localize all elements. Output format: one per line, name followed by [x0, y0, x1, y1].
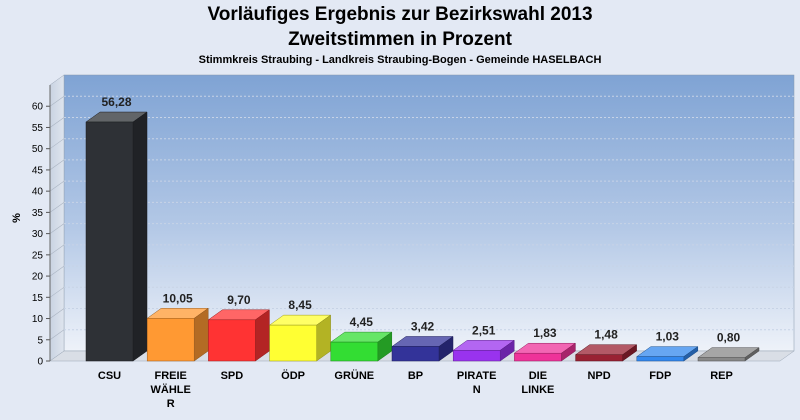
gridline-side	[49, 202, 65, 213]
gridline-side	[49, 138, 65, 149]
bar-front	[330, 341, 379, 362]
bar-front	[697, 357, 746, 362]
data-label: 2,51	[472, 323, 496, 337]
x-tick-label: REP	[710, 370, 733, 382]
gridline-side	[49, 308, 65, 319]
gridline-side	[49, 180, 65, 192]
y-tick-label: 55	[32, 123, 44, 134]
bar	[146, 307, 209, 362]
y-tick-label: 20	[32, 272, 44, 283]
x-tick-label: R	[167, 398, 175, 410]
data-label: 10,05	[163, 291, 193, 305]
bar	[697, 347, 760, 362]
x-tick-label: LINKE	[521, 384, 554, 396]
gridline-side	[49, 244, 65, 256]
y-tick-label: 30	[32, 229, 44, 240]
y-tick-label: 40	[32, 187, 44, 198]
y-tick-label: 60	[32, 102, 44, 113]
bar	[85, 111, 148, 362]
bar-front	[514, 352, 562, 362]
data-label: 0,80	[717, 331, 741, 345]
bar	[636, 346, 699, 362]
gridline-side	[49, 95, 65, 107]
bar-front	[208, 319, 256, 362]
x-tick-label: ÖDP	[281, 369, 305, 382]
y-tick-label: 5	[37, 335, 43, 346]
bar-front	[636, 356, 685, 362]
x-tick-label: N	[473, 384, 481, 396]
gridline-side	[49, 159, 65, 171]
data-label: 8,45	[288, 298, 312, 312]
x-tick-label: FDP	[649, 370, 671, 382]
data-label: 4,45	[350, 315, 374, 329]
y-tick-label: 25	[32, 250, 44, 261]
bar	[574, 344, 638, 362]
x-tick-label: GRÜNE	[334, 369, 374, 382]
y-tick-label: 0	[37, 357, 43, 368]
y-tick-label: 45	[32, 165, 44, 176]
gridline-side	[49, 223, 65, 234]
bar-front	[146, 318, 195, 362]
gridline-side	[49, 117, 65, 128]
x-tick-label: PIRATE	[457, 370, 497, 382]
bar	[513, 342, 577, 362]
data-label: 1,03	[656, 330, 680, 344]
y-axis-label: %	[11, 213, 23, 223]
chart-subtitle: Stimmkreis Straubing - Landkreis Straubi…	[198, 54, 602, 66]
bar-side	[132, 111, 148, 362]
bar-front	[391, 346, 440, 362]
y-tick-label: 10	[32, 314, 44, 325]
x-tick-label: NPD	[587, 370, 610, 382]
bar-front	[85, 121, 134, 362]
bar	[268, 314, 332, 362]
x-tick-label: DIE	[529, 370, 547, 382]
bar-front	[575, 354, 623, 362]
chart-title-line2: Zweitstimmen in Prozent	[288, 29, 512, 50]
gridline-side	[49, 287, 65, 298]
data-label: 3,42	[411, 319, 435, 333]
bar	[207, 309, 271, 362]
gridline-side	[49, 329, 65, 341]
left-wall	[49, 74, 65, 362]
bar	[330, 331, 393, 362]
data-label: 56,28	[101, 95, 131, 109]
data-label: 1,48	[594, 328, 618, 342]
plot-background	[63, 74, 795, 352]
x-tick-label: WÄHLE	[151, 383, 191, 396]
bar	[391, 335, 454, 362]
x-tick-label: CSU	[98, 370, 121, 382]
y-tick-label: 35	[32, 208, 44, 219]
bar	[452, 339, 515, 362]
data-label: 9,70	[227, 293, 251, 307]
chart-title: Vorläufiges Ergebnis zur Bezirkswahl 201…	[207, 4, 593, 25]
x-tick-label: SPD	[221, 370, 244, 382]
y-tick-label: 50	[32, 144, 44, 155]
plot-area: 0 5 10 15 20 25 30 35 40 45 50 55 60% 56,28 CSU 10,05 FR…	[11, 74, 795, 410]
y-tick-label: 15	[32, 293, 44, 304]
x-tick-label: FREIE	[154, 370, 186, 382]
gridline-side	[49, 265, 65, 277]
bar-front	[452, 350, 501, 362]
bar-front	[269, 324, 317, 362]
data-label: 1,83	[533, 326, 557, 340]
x-tick-label: BP	[408, 370, 423, 382]
